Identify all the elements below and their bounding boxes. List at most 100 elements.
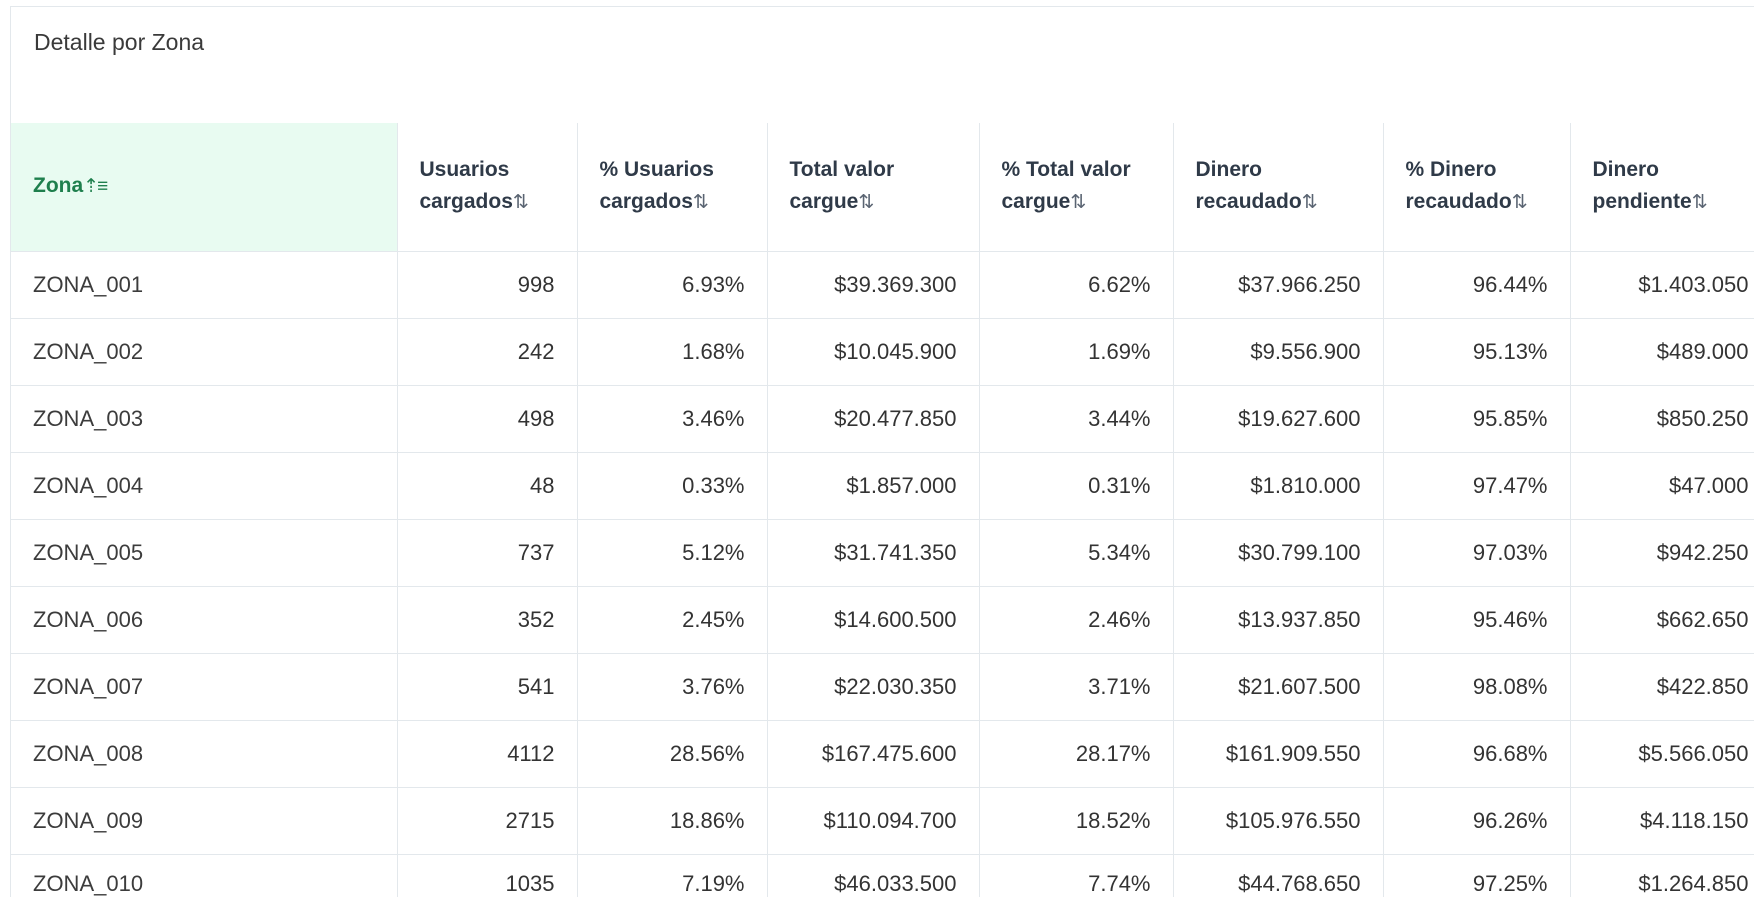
cell-zona: ZONA_009	[11, 787, 398, 855]
cell-dinero-pendiente: $1.264.850	[1570, 854, 1754, 897]
table-row: ZONA_010 1035 7.19% $46.033.500 7.74% $44.768…	[11, 854, 1754, 897]
cell-dinero-recaudado: $37.966.250	[1173, 251, 1384, 319]
column-header-label: Usuarios cargados	[419, 158, 513, 214]
cell-pct-dinero-recaudado: 97.25%	[1383, 854, 1571, 897]
sort-both-icon[interactable]: ⇅	[858, 192, 874, 214]
cell-pct-usuarios-cargados: 0.33%	[577, 452, 768, 520]
cell-dinero-pendiente: $662.650	[1570, 586, 1754, 654]
table-row: ZONA_004 48 0.33% $1.857.000 0.31% $1.810.000…	[11, 452, 1754, 520]
table-row: ZONA_005 737 5.12% $31.741.350 5.34% $30.799.…	[11, 519, 1754, 587]
cell-zona: ZONA_005	[11, 519, 398, 587]
cell-total-valor-cargue: $46.033.500	[767, 854, 980, 897]
sort-both-icon[interactable]: ⇅	[1070, 192, 1086, 214]
cell-usuarios-cargados: 1035	[397, 854, 578, 897]
cell-zona: ZONA_004	[11, 452, 398, 520]
cell-pct-total-valor-cargue: 6.62%	[979, 251, 1174, 319]
column-header-label: Total valor cargue	[789, 158, 895, 214]
cell-zona: ZONA_006	[11, 586, 398, 654]
cell-dinero-recaudado: $44.768.650	[1173, 854, 1384, 897]
cell-zona: ZONA_001	[11, 251, 398, 319]
cell-total-valor-cargue: $167.475.600	[767, 720, 980, 788]
cell-pct-total-valor-cargue: 5.34%	[979, 519, 1174, 587]
column-header-dinero-pendiente[interactable]: Dinero pendiente⇅	[1570, 123, 1754, 252]
cell-pct-total-valor-cargue: 28.17%	[979, 720, 1174, 788]
cell-total-valor-cargue: $10.045.900	[767, 318, 980, 386]
table-row: ZONA_006 352 2.45% $14.600.500 2.46% $13.937.…	[11, 586, 1754, 654]
cell-total-valor-cargue: $1.857.000	[767, 452, 980, 520]
table-row: ZONA_008 4112 28.56% $167.475.600 28.17% $161…	[11, 720, 1754, 788]
cell-pct-total-valor-cargue: 3.44%	[979, 385, 1174, 453]
zone-detail-panel: Detalle por Zona Zona⇡≡ Usuarios cargados…	[10, 6, 1754, 897]
cell-pct-dinero-recaudado: 97.47%	[1383, 452, 1571, 520]
cell-total-valor-cargue: $39.369.300	[767, 251, 980, 319]
cell-pct-total-valor-cargue: 3.71%	[979, 653, 1174, 721]
cell-pct-dinero-recaudado: 95.85%	[1383, 385, 1571, 453]
cell-usuarios-cargados: 242	[397, 318, 578, 386]
cell-dinero-pendiente: $422.850	[1570, 653, 1754, 721]
column-header-dinero-recaudado[interactable]: Dinero recaudado⇅	[1173, 123, 1384, 252]
cell-usuarios-cargados: 998	[397, 251, 578, 319]
table-row: ZONA_003 498 3.46% $20.477.850 3.44% $19.627.…	[11, 385, 1754, 453]
cell-pct-usuarios-cargados: 3.76%	[577, 653, 768, 721]
cell-dinero-pendiente: $47.000	[1570, 452, 1754, 520]
cell-total-valor-cargue: $22.030.350	[767, 653, 980, 721]
cell-usuarios-cargados: 48	[397, 452, 578, 520]
cell-pct-total-valor-cargue: 18.52%	[979, 787, 1174, 855]
cell-usuarios-cargados: 737	[397, 519, 578, 587]
table-row: ZONA_002 242 1.68% $10.045.900 1.69% $9.556.9…	[11, 318, 1754, 386]
sort-both-icon[interactable]: ⇅	[1301, 192, 1318, 214]
cell-dinero-recaudado: $1.810.000	[1173, 452, 1384, 520]
table-row: ZONA_009 2715 18.86% $110.094.700 18.52% $105…	[11, 787, 1754, 855]
table-body: ZONA_001 998 6.93% $39.369.300 6.62% $37.966.…	[11, 251, 1754, 897]
cell-dinero-recaudado: $13.937.850	[1173, 586, 1384, 654]
cell-dinero-recaudado: $9.556.900	[1173, 318, 1384, 386]
cell-usuarios-cargados: 2715	[397, 787, 578, 855]
cell-pct-usuarios-cargados: 2.45%	[577, 586, 768, 654]
cell-dinero-recaudado: $105.976.550	[1173, 787, 1384, 855]
cell-pct-dinero-recaudado: 96.68%	[1383, 720, 1571, 788]
column-header-pct-dinero-recaudado[interactable]: % Dinero recaudado⇅	[1383, 123, 1571, 252]
cell-total-valor-cargue: $31.741.350	[767, 519, 980, 587]
column-header-total-valor-cargue[interactable]: Total valor cargue⇅	[767, 123, 980, 252]
column-header-label: % Total valor cargue	[1001, 158, 1131, 214]
cell-dinero-pendiente: $1.403.050	[1570, 251, 1754, 319]
cell-dinero-recaudado: $161.909.550	[1173, 720, 1384, 788]
table-row: ZONA_007 541 3.76% $22.030.350 3.71% $21.607.…	[11, 653, 1754, 721]
cell-total-valor-cargue: $20.477.850	[767, 385, 980, 453]
cell-pct-dinero-recaudado: 96.26%	[1383, 787, 1571, 855]
sort-both-icon[interactable]: ⇅	[1511, 192, 1528, 214]
cell-total-valor-cargue: $14.600.500	[767, 586, 980, 654]
cell-pct-dinero-recaudado: 96.44%	[1383, 251, 1571, 319]
column-header-usuarios-cargados[interactable]: Usuarios cargados⇅	[397, 123, 578, 252]
sort-both-icon[interactable]: ⇅	[692, 192, 709, 214]
column-header-label: Zona	[33, 174, 84, 198]
cell-dinero-recaudado: $19.627.600	[1173, 385, 1384, 453]
table-row: ZONA_001 998 6.93% $39.369.300 6.62% $37.966.…	[11, 251, 1754, 319]
column-header-zona[interactable]: Zona⇡≡	[11, 123, 398, 252]
cell-zona: ZONA_008	[11, 720, 398, 788]
column-header-pct-usuarios-cargados[interactable]: % Usuarios cargados⇅	[577, 123, 768, 252]
cell-pct-usuarios-cargados: 18.86%	[577, 787, 768, 855]
sort-both-icon[interactable]: ⇅	[512, 192, 529, 214]
cell-pct-usuarios-cargados: 3.46%	[577, 385, 768, 453]
cell-pct-total-valor-cargue: 1.69%	[979, 318, 1174, 386]
cell-zona: ZONA_007	[11, 653, 398, 721]
column-header-pct-total-valor-cargue[interactable]: % Total valor cargue⇅	[979, 123, 1174, 252]
sort-ascending-icon[interactable]: ⇡≡	[83, 176, 108, 198]
zone-detail-table: Zona⇡≡ Usuarios cargados⇅% Usuarios carga…	[11, 123, 1754, 897]
cell-pct-dinero-recaudado: 98.08%	[1383, 653, 1571, 721]
cell-pct-total-valor-cargue: 0.31%	[979, 452, 1174, 520]
cell-pct-usuarios-cargados: 5.12%	[577, 519, 768, 587]
column-header-label: Dinero pendiente	[1592, 158, 1692, 214]
cell-pct-total-valor-cargue: 2.46%	[979, 586, 1174, 654]
cell-dinero-recaudado: $30.799.100	[1173, 519, 1384, 587]
cell-pct-dinero-recaudado: 95.46%	[1383, 586, 1571, 654]
cell-pct-total-valor-cargue: 7.74%	[979, 854, 1174, 897]
cell-dinero-pendiente: $4.118.150	[1570, 787, 1754, 855]
cell-zona: ZONA_010	[11, 854, 398, 897]
cell-pct-dinero-recaudado: 97.03%	[1383, 519, 1571, 587]
table-header-row: Zona⇡≡ Usuarios cargados⇅% Usuarios carga…	[11, 123, 1754, 252]
cell-zona: ZONA_003	[11, 385, 398, 453]
cell-usuarios-cargados: 498	[397, 385, 578, 453]
sort-both-icon[interactable]: ⇅	[1691, 192, 1708, 214]
